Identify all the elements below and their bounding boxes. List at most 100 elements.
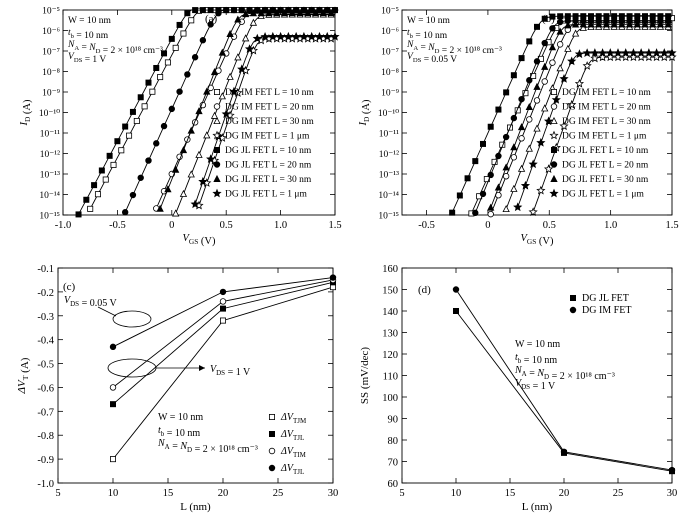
data-point bbox=[172, 44, 179, 51]
series-6 bbox=[487, 20, 672, 211]
x-tick-label: 25 bbox=[273, 488, 284, 499]
legend-marker bbox=[213, 174, 221, 183]
x-tick-label: 1.0 bbox=[604, 220, 617, 231]
data-point bbox=[172, 165, 180, 173]
x-tick-label: 5 bbox=[55, 488, 60, 499]
data-point bbox=[195, 150, 203, 158]
legend-marker bbox=[212, 130, 222, 140]
data-point bbox=[141, 103, 148, 110]
param-text: W = 10 nm bbox=[407, 16, 451, 26]
annotation-ellipse bbox=[107, 358, 157, 378]
y-tick-label: -0.4 bbox=[37, 336, 54, 347]
series-0 bbox=[110, 284, 336, 463]
data-point bbox=[582, 48, 592, 58]
x-axis-label: L (nm) bbox=[180, 501, 211, 513]
data-point bbox=[168, 105, 175, 113]
data-point bbox=[494, 183, 503, 191]
data-point bbox=[87, 205, 94, 212]
data-point bbox=[651, 52, 662, 62]
panel-label: (d) bbox=[418, 284, 431, 296]
data-point bbox=[659, 52, 669, 62]
y-tick-label: 10⁻⁹ bbox=[42, 89, 61, 99]
data-point bbox=[579, 23, 587, 31]
data-point bbox=[525, 144, 533, 152]
data-point bbox=[621, 52, 631, 62]
legend-marker bbox=[550, 161, 558, 168]
data-point bbox=[628, 48, 639, 57]
y-tick-label: 10⁻¹⁵ bbox=[378, 212, 399, 222]
y-axis-label: ID (A) bbox=[19, 99, 33, 127]
data-point bbox=[487, 203, 495, 211]
legend-entry: DG IM FET L = 30 nm bbox=[225, 117, 314, 127]
legend-marker bbox=[213, 161, 221, 168]
annotation-leader bbox=[97, 306, 117, 317]
data-point bbox=[122, 123, 129, 130]
y-tick-label: 60 bbox=[388, 479, 399, 490]
data-point bbox=[106, 152, 113, 159]
data-point bbox=[518, 55, 525, 62]
data-point bbox=[75, 211, 82, 218]
data-point bbox=[222, 6, 230, 14]
data-point bbox=[579, 20, 587, 28]
legend-marker bbox=[268, 464, 276, 472]
data-point bbox=[109, 343, 117, 351]
data-point bbox=[605, 52, 615, 62]
data-point bbox=[518, 95, 525, 103]
data-point bbox=[560, 448, 568, 456]
param-text: NA = ND = 2 × 10¹⁸ cm⁻³ bbox=[157, 438, 258, 455]
legend-marker bbox=[570, 294, 577, 301]
data-point bbox=[536, 185, 546, 195]
data-point bbox=[556, 27, 564, 35]
legend-entry: DG IM FET L = 30 nm bbox=[562, 117, 651, 127]
data-point bbox=[221, 109, 231, 118]
data-point bbox=[590, 48, 600, 57]
data-point bbox=[207, 21, 214, 28]
data-point bbox=[541, 15, 548, 22]
data-point bbox=[192, 7, 199, 14]
data-point bbox=[543, 116, 554, 126]
data-point bbox=[164, 59, 171, 66]
legend-entry: DG IM FET bbox=[582, 305, 631, 316]
data-point bbox=[329, 274, 337, 281]
data-point bbox=[160, 122, 168, 130]
x-tick-label: 0 bbox=[485, 220, 490, 231]
data-point bbox=[564, 44, 572, 52]
x-tick-label: 1.5 bbox=[665, 220, 678, 231]
x-tick-label: 0 bbox=[169, 220, 174, 231]
data-point bbox=[206, 154, 216, 164]
data-point bbox=[292, 6, 300, 14]
data-point bbox=[203, 131, 211, 139]
data-point bbox=[226, 72, 234, 80]
data-point bbox=[241, 10, 250, 18]
data-point bbox=[518, 135, 525, 142]
data-point bbox=[269, 6, 277, 14]
data-point bbox=[133, 117, 140, 124]
y-tick-label: -0.6 bbox=[37, 383, 54, 394]
x-axis-label: VGS (V) bbox=[520, 233, 554, 247]
data-point bbox=[126, 132, 133, 139]
data-point bbox=[199, 7, 206, 14]
x-tick-label: 25 bbox=[613, 488, 624, 499]
y-tick-label: 10⁻¹¹ bbox=[40, 130, 60, 140]
data-point bbox=[510, 143, 518, 151]
data-point bbox=[510, 114, 518, 122]
data-point bbox=[625, 20, 634, 28]
param-text: tb = 10 nm bbox=[407, 28, 448, 41]
legend-entry: DG JL FET bbox=[582, 293, 629, 304]
series-7 bbox=[190, 31, 340, 209]
data-point bbox=[533, 97, 541, 104]
y-tick-label: 10⁻¹⁴ bbox=[39, 191, 60, 201]
data-point bbox=[311, 9, 320, 17]
data-point bbox=[198, 176, 208, 186]
data-point bbox=[559, 74, 569, 83]
legend-marker bbox=[549, 188, 559, 198]
legend-entry: DG IM FET L = 1 μm bbox=[562, 132, 647, 142]
x-tick-label: 10 bbox=[451, 488, 462, 499]
legend-entry: DG IM FET L = 1 μm bbox=[225, 132, 310, 142]
y-tick-label: 10⁻⁸ bbox=[42, 68, 60, 78]
data-point bbox=[590, 53, 600, 63]
legend-marker bbox=[550, 103, 558, 110]
annotation-vds-high: VDS = 1 V bbox=[210, 364, 251, 378]
legend-marker bbox=[213, 103, 221, 110]
